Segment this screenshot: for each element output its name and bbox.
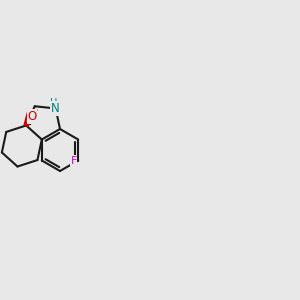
Text: O: O — [28, 110, 37, 123]
Text: F: F — [70, 155, 77, 166]
Text: N: N — [51, 102, 59, 115]
Text: H: H — [50, 98, 58, 108]
